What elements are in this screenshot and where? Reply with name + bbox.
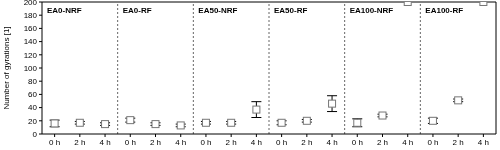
svg-text:0: 0 xyxy=(33,130,38,139)
svg-text:2 h: 2 h xyxy=(150,138,161,147)
svg-text:120: 120 xyxy=(24,51,38,60)
svg-text:2 h: 2 h xyxy=(377,138,388,147)
svg-text:180: 180 xyxy=(24,11,38,20)
svg-text:4 h: 4 h xyxy=(175,138,186,147)
svg-text:2 h: 2 h xyxy=(74,138,85,147)
svg-text:EA100-RF: EA100-RF xyxy=(425,6,463,15)
svg-text:2 h: 2 h xyxy=(453,138,464,147)
svg-text:4 h: 4 h xyxy=(326,138,337,147)
svg-text:100: 100 xyxy=(24,64,38,73)
svg-text:0 h: 0 h xyxy=(125,138,136,147)
svg-text:140: 140 xyxy=(24,37,38,46)
svg-text:40: 40 xyxy=(28,103,37,112)
svg-text:EA0-RF: EA0-RF xyxy=(123,6,152,15)
svg-text:2 h: 2 h xyxy=(301,138,312,147)
svg-text:EA50-RF: EA50-RF xyxy=(274,6,307,15)
svg-text:0 h: 0 h xyxy=(49,138,60,147)
svg-text:Number of gyrations [1]: Number of gyrations [1] xyxy=(8,26,11,109)
svg-text:0 h: 0 h xyxy=(352,138,363,147)
svg-text:60: 60 xyxy=(28,90,37,99)
svg-text:0 h: 0 h xyxy=(427,138,438,147)
svg-text:4 h: 4 h xyxy=(251,138,262,147)
svg-text:20: 20 xyxy=(28,117,37,126)
svg-text:4 h: 4 h xyxy=(402,138,413,147)
svg-text:80: 80 xyxy=(28,77,37,86)
svg-text:EA50-NRF: EA50-NRF xyxy=(198,6,237,15)
svg-text:2 h: 2 h xyxy=(226,138,237,147)
svg-text:160: 160 xyxy=(24,24,38,33)
svg-text:EA0-NRF: EA0-NRF xyxy=(47,6,82,15)
svg-text:200: 200 xyxy=(24,0,38,7)
svg-text:0 h: 0 h xyxy=(276,138,287,147)
svg-text:4 h: 4 h xyxy=(478,138,489,147)
svg-text:EA100-NRF: EA100-NRF xyxy=(350,6,394,15)
svg-text:4 h: 4 h xyxy=(99,138,110,147)
svg-text:0 h: 0 h xyxy=(200,138,211,147)
